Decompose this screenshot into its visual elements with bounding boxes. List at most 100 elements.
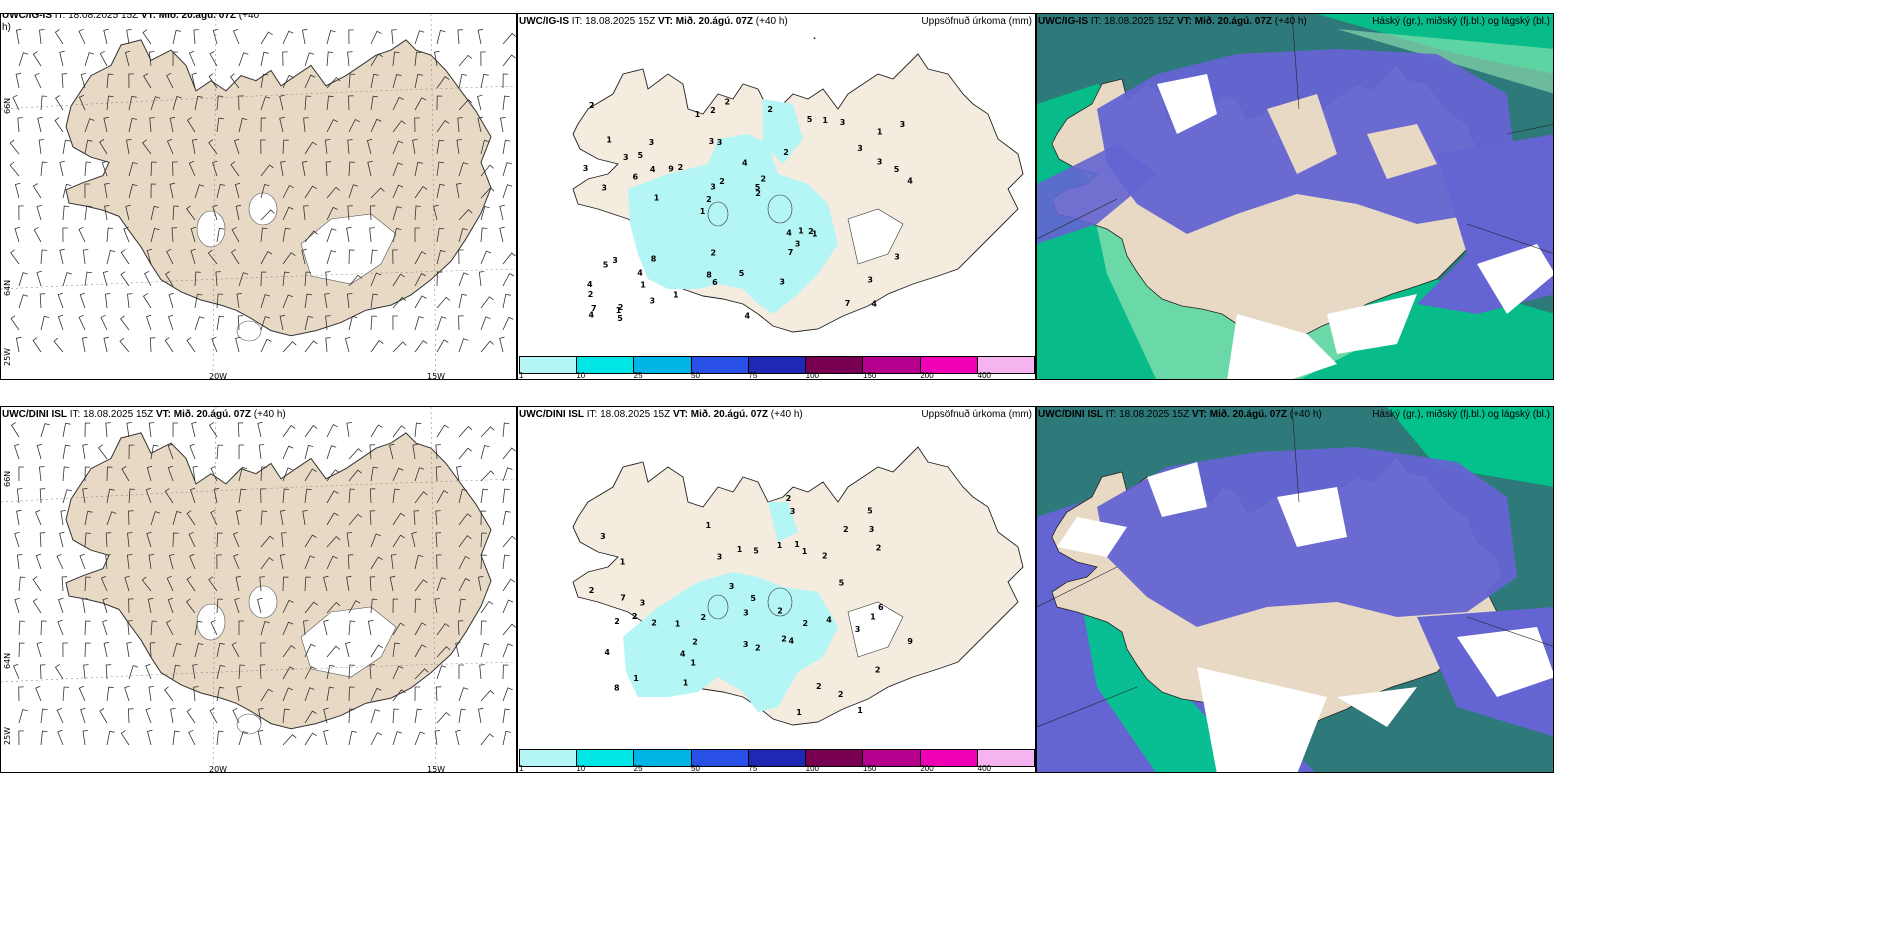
- wind-barb: [82, 444, 88, 460]
- wind-barb: [259, 664, 266, 680]
- wind-barb: [326, 51, 334, 67]
- precip-value: 8: [706, 271, 712, 280]
- wind-barb: [458, 513, 472, 526]
- wind-barb: [434, 598, 440, 614]
- wind-barb: [260, 688, 273, 702]
- wind-barb: [34, 72, 42, 89]
- wind-barb: [414, 97, 427, 111]
- precip-value: 3: [709, 137, 715, 146]
- wind-barb: [326, 250, 337, 265]
- wind-barb: [477, 575, 484, 592]
- wind-barb: [458, 555, 470, 570]
- wind-barb: [436, 119, 450, 133]
- precip-value: 5: [750, 594, 756, 603]
- wind-barb: [150, 444, 159, 460]
- wind-barb: [260, 271, 267, 287]
- wind-barb: [172, 664, 181, 680]
- wind-barb: [414, 686, 421, 702]
- wind-barb: [282, 621, 294, 636]
- wind-barb: [370, 272, 382, 287]
- wind-barb: [282, 74, 294, 89]
- wind-barb: [392, 96, 404, 111]
- wind-barb: [40, 664, 46, 680]
- wind-barb: [260, 338, 272, 353]
- wind-barb: [348, 664, 355, 680]
- wind-barb: [62, 272, 72, 287]
- wind-barb: [502, 447, 516, 460]
- wind-barb: [414, 273, 427, 287]
- wind-barb: [188, 50, 196, 67]
- wind-barb: [370, 466, 379, 482]
- wind-barb: [304, 315, 314, 331]
- wind-barb: [502, 535, 516, 548]
- precip-value: 4: [604, 648, 610, 657]
- precip-value: 2: [755, 643, 761, 652]
- wind-barb: [106, 511, 117, 526]
- wind-barb: [502, 252, 516, 265]
- wind-barb: [238, 272, 249, 287]
- precip-value: 4: [826, 616, 832, 625]
- wind-barb: [370, 95, 379, 111]
- wind-barb: [18, 466, 24, 482]
- precip-value: 2: [786, 494, 792, 503]
- wind-barb: [348, 600, 361, 614]
- wind-barb: [120, 315, 130, 331]
- wind-barb: [141, 576, 152, 592]
- wind-barb: [414, 185, 428, 199]
- precip-value: 3: [857, 144, 863, 153]
- colorbar-segment: [634, 750, 692, 766]
- wind-barb: [326, 601, 341, 614]
- wind-barb: [458, 272, 469, 287]
- wind-barb: [238, 117, 248, 133]
- wind-barb: [304, 643, 316, 658]
- wind-barb: [348, 118, 360, 133]
- wind-barb: [237, 315, 244, 331]
- wind-barb: [304, 271, 312, 287]
- wind-barb: [414, 340, 428, 353]
- wind-barb: [370, 644, 383, 658]
- wind-barb: [208, 139, 218, 155]
- wind-barb: [186, 708, 196, 724]
- wind-barb: [172, 205, 179, 221]
- wind-barb: [128, 95, 137, 111]
- wind-barb: [238, 466, 248, 482]
- wind-barb: [480, 139, 490, 155]
- precip-value: 3: [855, 625, 861, 634]
- wind-barb: [436, 339, 449, 353]
- wind-barb: [185, 598, 196, 614]
- precip-value: 2: [706, 195, 712, 204]
- wind-barb: [40, 249, 48, 265]
- wind-barb: [260, 621, 270, 636]
- wind-barb: [282, 271, 290, 287]
- wind-barb: [502, 73, 509, 89]
- wind-barb: [171, 227, 178, 243]
- precip-value: 2: [803, 619, 809, 628]
- wind-barb: [303, 620, 309, 636]
- wind-barb: [346, 226, 352, 243]
- wind-barb: [370, 340, 384, 353]
- wind-barb: [36, 204, 42, 221]
- wind-barb: [186, 117, 196, 133]
- precip-value: 4: [650, 165, 656, 174]
- wind-barb: [258, 444, 265, 460]
- precip-value: 5: [753, 547, 759, 556]
- wind-barb: [282, 576, 289, 592]
- wind-barb: [59, 160, 65, 177]
- wind-barb: [260, 294, 270, 309]
- wind-barb: [57, 292, 64, 309]
- precip-value: 2: [692, 638, 698, 647]
- wind-barb: [502, 184, 513, 199]
- lon-label-20-bottom: 20W: [209, 765, 228, 773]
- wind-barb: [106, 73, 114, 89]
- wind-barb: [191, 138, 198, 155]
- wind-barb: [189, 553, 196, 570]
- wind-barb: [367, 160, 373, 177]
- wind-barb: [40, 161, 48, 177]
- wind-barb: [369, 510, 376, 526]
- wind-barb: [150, 227, 160, 243]
- wind-barb: [326, 645, 341, 658]
- precip-value: 5: [739, 269, 745, 278]
- wind-barb: [414, 731, 425, 746]
- wind-barb: [392, 341, 407, 353]
- wind-barb: [301, 248, 307, 265]
